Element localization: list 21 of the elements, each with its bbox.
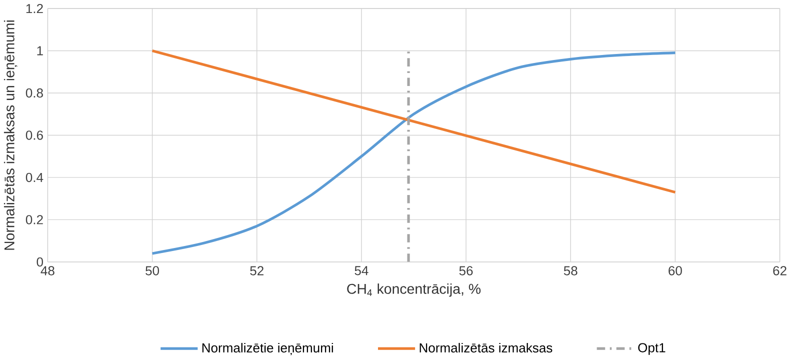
x-axis-title: CH$_{4}$ koncentrācija, %	[347, 284, 481, 297]
y-axis-title: Normalizētās izmaksas un ieņēmumi	[4, 20, 18, 250]
x-tick-label: 58	[564, 266, 578, 276]
x-tick-label: 48	[40, 266, 54, 276]
x-tick-label: 54	[354, 266, 368, 276]
y-tick-label: 0.8	[26, 88, 43, 98]
y-tick-label: 0.4	[26, 172, 44, 182]
y-tick-label: 0	[36, 257, 43, 267]
legend-label: Normalizētie ieņēmumi	[202, 342, 333, 356]
y-tick-label: 0.2	[26, 215, 43, 224]
line-series	[150, 52, 677, 255]
x-tick-label: 52	[250, 266, 264, 276]
y-tick-label: 0.6	[26, 130, 43, 140]
x-tick-label: 60	[668, 266, 682, 276]
x-tick-label: 62	[773, 266, 786, 276]
y-tick-label: 1.2	[26, 4, 43, 14]
x-tick-label: 56	[459, 266, 473, 276]
legend-label: Opt1	[638, 343, 666, 355]
legend-label: Normalizētās izmaksas	[420, 342, 552, 353]
x-tick-label: 50	[146, 266, 160, 276]
y-tick-label: 1	[37, 46, 43, 56]
